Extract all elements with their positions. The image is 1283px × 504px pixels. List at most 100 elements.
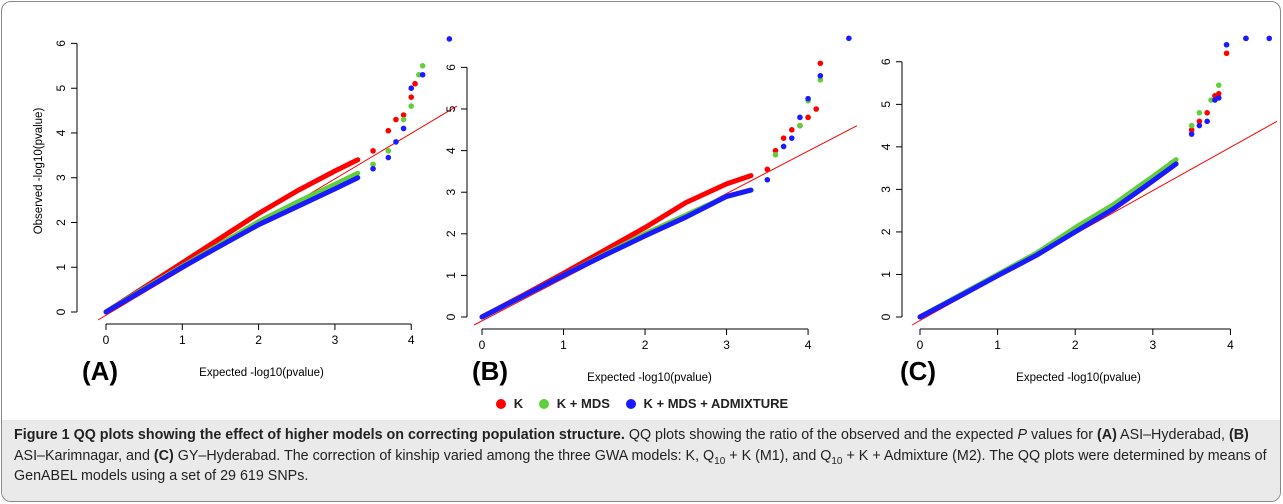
panel-c-x-tick-label: 1 [994,338,1001,352]
panel-b-series-k-mds-admixture [479,35,852,320]
panel-a-y-tick-label: 6 [54,40,68,47]
data-point [419,71,426,78]
data-point [385,154,392,161]
panel-c-y-tick-label: 0 [879,313,893,320]
panel-c-series-k [917,35,1249,320]
panel-a-series-k-mds-admixture [103,36,453,315]
data-point [817,72,824,79]
data-point [1243,35,1249,42]
data-point [846,35,852,42]
panel-a-series-k [103,80,418,315]
caption-sub-2: 10 [831,455,843,467]
caption-title: Figure 1 QQ plots showing the effect of … [14,427,625,443]
caption-text-1: QQ plots showing the ratio of the observ… [628,427,900,443]
data-point [1223,41,1230,48]
panel-c-y-tick-label: 1 [879,271,893,278]
data-point [385,127,392,134]
panel-a-x-tick-label: 2 [255,333,262,347]
data-point [805,95,811,102]
data-point [1196,110,1203,116]
panel-a-x-tick-label: 3 [332,333,339,347]
panel-a-y-tick-label: 5 [54,85,68,92]
legend-dot-k-mds [538,398,549,409]
data-point [1204,118,1210,125]
panel-b-y-tick-label: 4 [444,147,458,154]
caption-text-2: and the expected [903,427,1014,443]
panel-b-x-tick-label: 2 [642,338,649,352]
data-point [385,148,392,154]
panel-a-y-axis-label: Observed -log10(pvalue) [33,108,45,235]
caption-text-4: models: K, Q [631,447,715,464]
panel-b-letter: (B) [472,356,508,386]
panel-c-x-tick-label: 0 [917,338,924,352]
panel-c-x-tick-label: 4 [1227,338,1234,352]
panel-c-series-k-mds-admixture [917,35,1273,320]
panel-c-series-k-mds-trend [917,157,1179,320]
panel-a-x-tick-label: 1 [179,333,186,347]
caption-text-6: + K + Admixture (M2). The QQ plots were … [14,447,1267,485]
panel-b-series-k-mds [479,77,824,320]
data-point [772,147,779,154]
data-point [1196,118,1203,125]
data-point [1196,122,1203,129]
panel-c-series-k-mds [917,35,1249,320]
data-point [780,135,787,141]
legend-dot-k-mds-admixture [625,398,636,409]
data-point [1188,127,1195,133]
data-point [805,114,811,121]
panel-c-series-k-mds-admixture-trend [917,161,1179,320]
legend-item-k-mds-admixture: K + MDS + ADMIXTURE [625,396,788,411]
panel-c-x-tick-label: 2 [1072,338,1079,352]
panel-b-y-tick-label: 5 [444,105,458,112]
data-point [419,63,426,69]
data-point [817,60,824,67]
panel-a-y-tick-label: 0 [54,308,68,315]
panel-c-y-tick-label: 6 [879,58,893,65]
panel-c-x-axis-label: Expected -log10(pvalue) [1016,372,1141,384]
data-point [370,161,376,168]
caption-label-b: (B) [1228,427,1249,443]
data-point [412,80,418,87]
data-point [1223,50,1230,57]
data-point [764,166,771,173]
data-point [1266,35,1273,42]
caption-label-a: (A) [1097,427,1117,443]
panel-c-y-tick-label: 5 [879,101,893,108]
panel-a-y-tick-label: 4 [54,129,68,136]
panel-c-y-tick-label: 2 [879,228,893,235]
data-point [370,148,376,154]
panel-b-y-tick-label: 6 [444,64,458,71]
panel-b-y-tick-label: 1 [444,272,458,279]
panel-b-y-tick-label: 0 [444,313,458,320]
data-point [797,114,803,121]
panel-a-letter: (A) [82,356,118,386]
caption-name-b: ASI–Karimnagar, and [14,447,150,464]
data-point [408,85,415,91]
data-point [797,122,803,129]
caption-label-c: (C) [153,447,174,464]
panel-a-x-tick-label: 4 [408,333,415,347]
data-point [817,77,824,83]
data-point [400,112,407,118]
data-point [446,36,453,42]
data-point [1188,131,1195,137]
panel-b-series-k-mds-admixture-trend [479,187,754,320]
data-point [1215,82,1222,88]
figure-caption: Figure 1 QQ plots showing the effect of … [2,420,1280,501]
panel-a-series-k-mds-admixture-trend [103,175,361,315]
data-point [400,125,407,132]
data-point [408,94,415,100]
data-point [370,165,376,172]
panel-a-y-tick-label: 3 [54,174,68,181]
panel-c-y-tick-label: 3 [879,186,893,193]
panel-a-qq-plot: 0 1 2 3 4 Expected -log10(pvalue) 0 1 2 3 4 5 6 Obser… [33,36,458,386]
panel-a-x-tick-label: 0 [103,333,110,347]
data-point [1208,97,1214,103]
caption-text-5: + K (M1), and Q [729,447,832,464]
data-point [772,151,779,158]
caption-name-c: GY–Hyderabad. The correction of kinship … [177,447,628,464]
caption-name-a: ASI–Hyderabad, [1120,427,1225,443]
data-point [780,143,787,150]
legend-label-k-mds: K + MDS [556,396,610,411]
